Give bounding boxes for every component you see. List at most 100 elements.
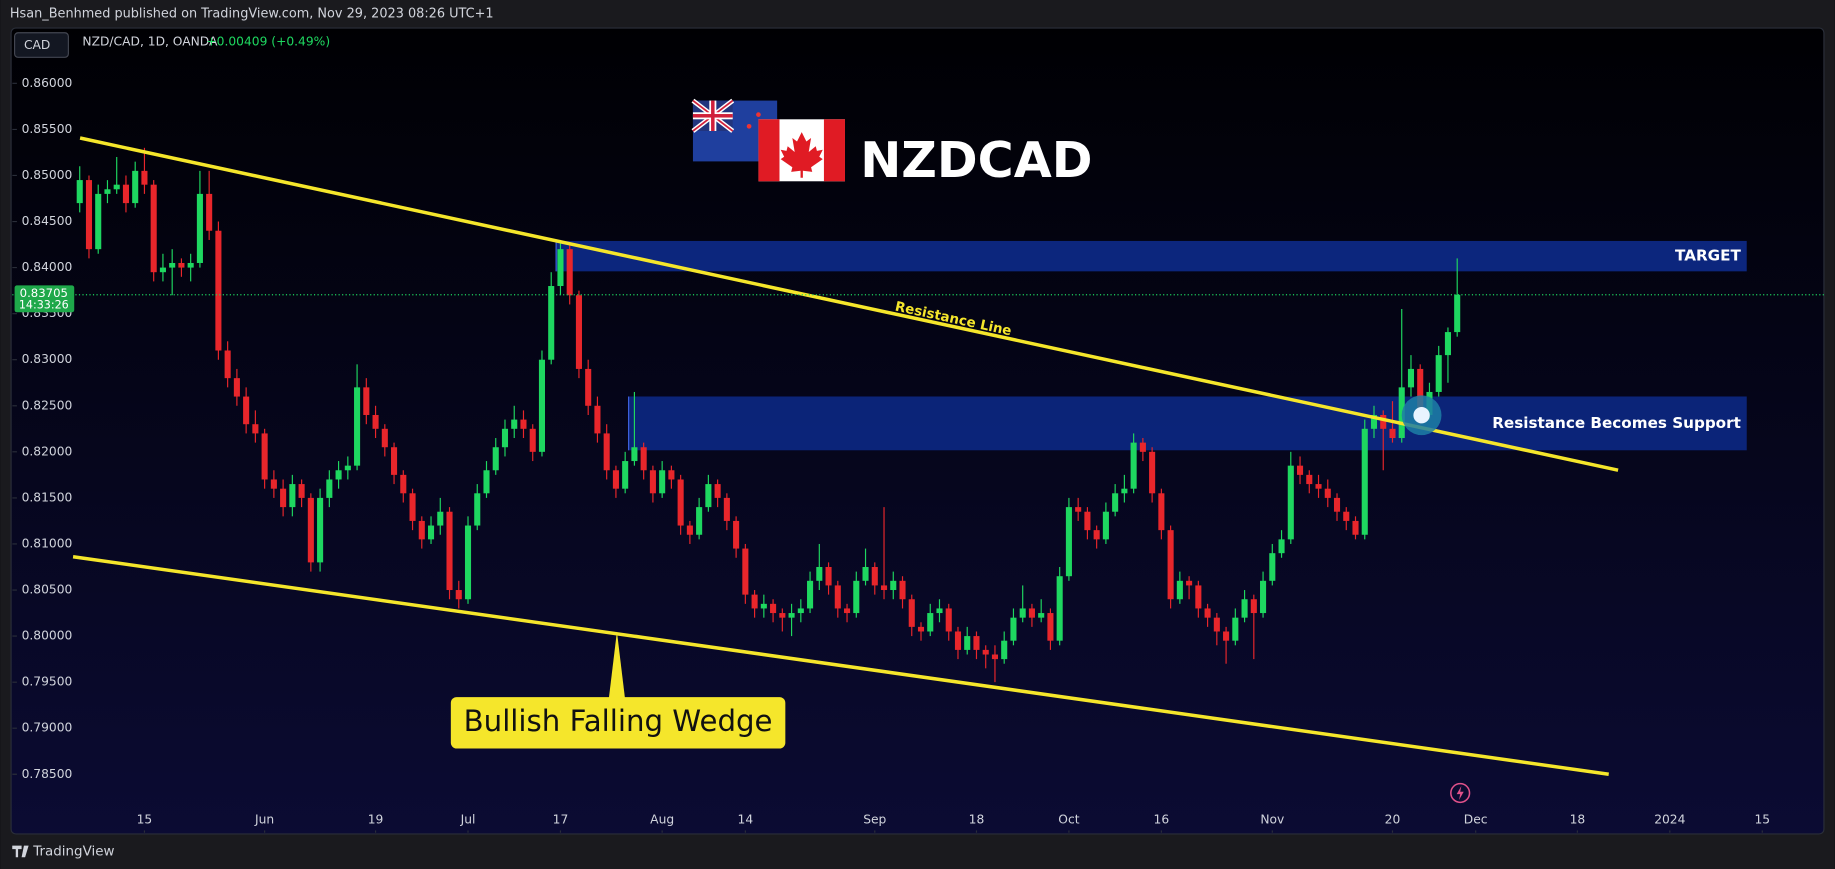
y-tick-label: 0.86000 (22, 76, 73, 90)
candle-body (1038, 613, 1045, 618)
candle-body (779, 613, 786, 618)
candle-body (1158, 493, 1165, 531)
candle-body (437, 511, 444, 526)
last-price-badge (14, 285, 75, 313)
x-tick-label: 16 (1154, 812, 1170, 826)
candle-body (335, 470, 342, 480)
candle-body (409, 493, 416, 521)
candle-body (566, 249, 573, 296)
candle-body (1370, 414, 1378, 429)
candle-body (1186, 580, 1193, 586)
candle-body (714, 484, 721, 498)
candle-body (548, 286, 555, 360)
candle-body (178, 262, 185, 268)
candle-body (455, 590, 462, 600)
x-tick-label: 14 (738, 812, 754, 826)
candle-body (1167, 530, 1174, 600)
candle-body (816, 566, 823, 581)
candle-body (899, 580, 906, 600)
candle-body (649, 470, 656, 494)
x-tick-label: Nov (1260, 812, 1284, 826)
support-line (72, 554, 1609, 777)
candle-body (1407, 368, 1415, 388)
y-tick-label: 0.81500 (22, 490, 73, 504)
candle-body (1269, 553, 1276, 581)
candle-body (945, 608, 952, 632)
candle-body (1232, 617, 1239, 641)
candle-body (85, 180, 93, 250)
candle-body (1075, 507, 1082, 512)
candle-body (187, 262, 194, 268)
plot (12, 82, 1824, 777)
candle-body (280, 488, 287, 508)
candle-body (464, 525, 472, 600)
candle-body (760, 603, 767, 609)
candle-body (1241, 599, 1248, 618)
candle-body (1278, 539, 1285, 554)
candle-body (677, 479, 684, 526)
candle-body (1454, 294, 1461, 333)
candle-body (1149, 451, 1156, 494)
candle-body (95, 193, 102, 250)
candle-body (631, 447, 638, 462)
candle-body (807, 580, 814, 609)
candle-body (159, 267, 166, 273)
candle-body (1130, 442, 1137, 489)
candle-body (1065, 507, 1072, 577)
candle-body (890, 580, 897, 591)
candle-body (446, 511, 453, 591)
candle-body (122, 184, 129, 204)
candle-body (400, 474, 407, 494)
candle-body (733, 520, 740, 549)
candle-body (1112, 493, 1119, 512)
y-tick-label: 0.85500 (22, 122, 73, 136)
candle-body (1102, 511, 1109, 540)
candle-body (215, 230, 222, 351)
candle-body (797, 608, 804, 614)
events-icon[interactable] (1450, 782, 1471, 804)
x-tick-label: 18 (969, 812, 985, 826)
candle-body (1213, 617, 1220, 632)
candle-body (511, 419, 518, 429)
candle-body (427, 525, 435, 540)
candle-body (206, 193, 213, 231)
currency-label[interactable]: CAD (24, 38, 50, 52)
candle-body (418, 520, 425, 540)
x-tick-label: Jun (254, 812, 274, 826)
retest-dot (1413, 407, 1430, 424)
candle-body (1195, 585, 1202, 609)
candle-body (492, 447, 499, 471)
candle-body (307, 497, 314, 563)
candle-body (880, 585, 888, 591)
candle-body (1176, 580, 1183, 600)
currency-button[interactable] (13, 32, 69, 58)
candle-body (1223, 631, 1230, 641)
x-tick-label: 18 (1570, 812, 1586, 826)
candle-body (391, 447, 398, 475)
candle-body (326, 479, 333, 498)
candle-body (141, 170, 148, 185)
candle-body (834, 585, 841, 609)
candle-body (1204, 608, 1211, 618)
cad-flag (758, 119, 845, 182)
candle-body (751, 594, 758, 609)
candle-body (742, 548, 749, 595)
candle-body (991, 654, 999, 660)
candle-body (289, 484, 296, 508)
candle-body (520, 419, 527, 429)
candle-body (686, 525, 693, 535)
candle-body (1056, 576, 1063, 641)
candle-body (1121, 488, 1128, 494)
footer-brand: TradingView (32, 844, 114, 859)
candle-body (640, 447, 647, 471)
candle-body (1260, 580, 1267, 614)
x-tick-label: Jul (460, 812, 476, 826)
events-icon-bolt[interactable] (1456, 785, 1464, 800)
countdown-label: 14:33:26 (19, 298, 69, 311)
x-tick-label: 17 (553, 812, 569, 826)
candle-body (594, 405, 601, 434)
candle-body (585, 368, 592, 406)
candle-body (76, 180, 83, 204)
candle-body (1361, 428, 1368, 535)
x-tick-label: 20 (1385, 812, 1401, 826)
